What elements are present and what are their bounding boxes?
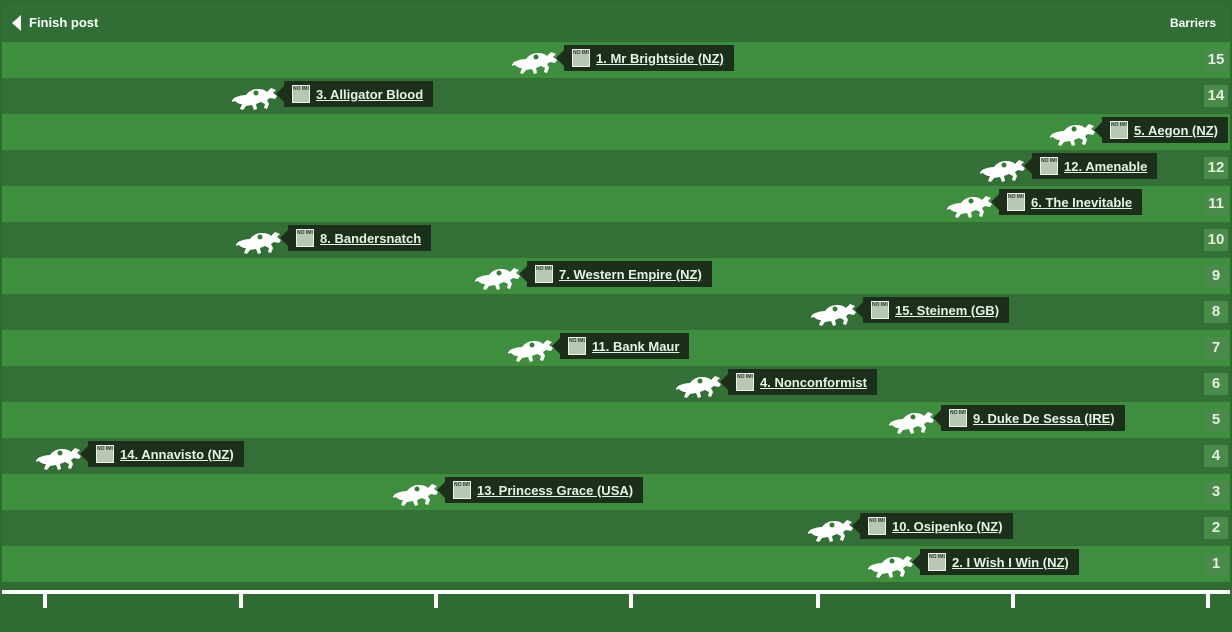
- runner-label[interactable]: NO IMG 8. Bandersnatch: [279, 225, 432, 251]
- runner-label[interactable]: NO IMG 9. Duke De Sessa (IRE): [933, 405, 1125, 431]
- silks-placeholder: NO IMG: [296, 229, 314, 247]
- barrier-number: 12: [1204, 157, 1228, 179]
- ruler-tick: [43, 594, 47, 608]
- runner-name[interactable]: 1. Mr Brightside (NZ): [596, 50, 724, 66]
- horse-icon: [512, 52, 557, 74]
- silks-placeholder: NO IMG: [736, 373, 754, 391]
- silks-placeholder: NO IMG: [1110, 121, 1128, 139]
- runner-label[interactable]: NO IMG 12. Amenable: [1023, 153, 1158, 179]
- silks-placeholder: NO IMG: [871, 301, 889, 319]
- horse-icon: [676, 376, 721, 398]
- silks-placeholder: NO IMG: [453, 481, 471, 499]
- barrier-number: 9: [1204, 265, 1228, 287]
- runner-name[interactable]: 12. Amenable: [1064, 158, 1148, 174]
- header-bar: Finish post Barriers: [2, 2, 1230, 42]
- runner-name[interactable]: 7. Western Empire (NZ): [559, 266, 702, 282]
- horse-icon: [36, 448, 81, 470]
- barriers-label: Barriers: [1169, 16, 1216, 30]
- runner-name[interactable]: 8. Bandersnatch: [320, 230, 422, 246]
- runner-label[interactable]: NO IMG 7. Western Empire (NZ): [519, 261, 712, 287]
- runner-label[interactable]: NO IMG 4. Nonconformist: [720, 369, 877, 395]
- runner-label[interactable]: NO IMG 1. Mr Brightside (NZ): [556, 45, 734, 71]
- barrier-number: 10: [1204, 229, 1228, 251]
- silks-placeholder: NO IMG: [572, 49, 590, 67]
- runner-name[interactable]: 11. Bank Maur: [592, 338, 680, 354]
- horse-icon: [811, 304, 856, 326]
- silks-placeholder: NO IMG: [949, 409, 967, 427]
- horse-icon: [868, 556, 913, 578]
- horse-icon: [393, 484, 438, 506]
- silks-placeholder: NO IMG: [292, 85, 310, 103]
- runner-name[interactable]: 13. Princess Grace (USA): [477, 482, 634, 498]
- lane-6: 6: [2, 366, 1230, 402]
- runner-name[interactable]: 4. Nonconformist: [760, 374, 867, 390]
- lane-2: 2: [2, 510, 1230, 546]
- horse-icon: [947, 196, 992, 218]
- horse-icon: [508, 340, 553, 362]
- back-arrow-icon[interactable]: [12, 15, 21, 31]
- runner-name[interactable]: 10. Osipenko (NZ): [892, 518, 1003, 534]
- horse-icon: [980, 160, 1025, 182]
- runner-label[interactable]: NO IMG 3. Alligator Blood: [275, 81, 434, 107]
- silks-placeholder: NO IMG: [1040, 157, 1058, 175]
- runner-name[interactable]: 15. Steinem (GB): [895, 302, 1000, 318]
- ruler-tick: [816, 594, 820, 608]
- distance-ruler: [2, 590, 1230, 594]
- lane-10: 10: [2, 222, 1230, 258]
- runner-name[interactable]: 5. Aegon (NZ): [1134, 122, 1219, 138]
- ruler-tick: [629, 594, 633, 608]
- runner-name[interactable]: 2. I Wish I Win (NZ): [952, 554, 1069, 570]
- barrier-number: 3: [1204, 481, 1228, 503]
- runner-name[interactable]: 14. Annavisto (NZ): [120, 446, 234, 462]
- runner-name[interactable]: 6. The Inevitable: [1031, 194, 1133, 210]
- runner-name[interactable]: 9. Duke De Sessa (IRE): [973, 410, 1115, 426]
- barrier-number: 6: [1204, 373, 1228, 395]
- silks-placeholder: NO IMG: [1007, 193, 1025, 211]
- ruler-tick: [434, 594, 438, 608]
- runner-label[interactable]: NO IMG 14. Annavisto (NZ): [80, 441, 244, 467]
- ruler-tick: [239, 594, 243, 608]
- horse-icon: [236, 232, 281, 254]
- lane-13: 13: [2, 114, 1230, 150]
- race-track: 15 14 13 12 11 10 9 8 7 6 5 4 3 2 1 NO I…: [2, 42, 1230, 588]
- barrier-number: 4: [1204, 445, 1228, 467]
- barrier-number: 14: [1204, 85, 1228, 107]
- horse-icon: [1050, 124, 1095, 146]
- runner-name[interactable]: 3. Alligator Blood: [316, 86, 424, 102]
- runner-label[interactable]: NO IMG 11. Bank Maur: [551, 333, 690, 359]
- runner-label[interactable]: NO IMG 13. Princess Grace (USA): [436, 477, 644, 503]
- silks-placeholder: NO IMG: [568, 337, 586, 355]
- horse-icon: [232, 88, 277, 110]
- ruler-tick: [1011, 594, 1015, 608]
- runner-label[interactable]: NO IMG 10. Osipenko (NZ): [852, 513, 1013, 539]
- barrier-number: 2: [1204, 517, 1228, 539]
- silks-placeholder: NO IMG: [928, 553, 946, 571]
- horse-icon: [889, 412, 934, 434]
- lane-14: 14: [2, 78, 1230, 114]
- runner-label[interactable]: NO IMG 2. I Wish I Win (NZ): [912, 549, 1079, 575]
- barrier-number: 15: [1204, 49, 1228, 71]
- barrier-number: 7: [1204, 337, 1228, 359]
- runner-label[interactable]: NO IMG 15. Steinem (GB): [854, 297, 1010, 323]
- finish-post-link[interactable]: Finish post: [29, 15, 99, 30]
- silks-placeholder: NO IMG: [535, 265, 553, 283]
- horse-icon: [475, 268, 520, 290]
- silks-placeholder: NO IMG: [96, 445, 114, 463]
- silks-placeholder: NO IMG: [868, 517, 886, 535]
- lane-8: 8: [2, 294, 1230, 330]
- ruler-tick: [1206, 594, 1210, 608]
- barrier-number: 1: [1204, 553, 1228, 575]
- runner-label[interactable]: NO IMG 6. The Inevitable: [990, 189, 1143, 215]
- barrier-number: 8: [1204, 301, 1228, 323]
- barrier-number: 11: [1204, 193, 1228, 215]
- horse-icon: [808, 520, 853, 542]
- runner-label[interactable]: NO IMG 5. Aegon (NZ): [1093, 117, 1229, 143]
- barrier-number: 5: [1204, 409, 1228, 431]
